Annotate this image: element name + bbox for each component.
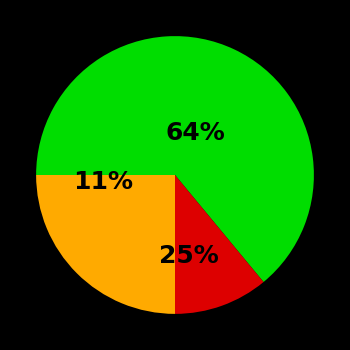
Text: 64%: 64% [166, 121, 226, 145]
Text: 25%: 25% [159, 244, 219, 267]
Text: 11%: 11% [73, 170, 133, 194]
Wedge shape [36, 175, 175, 314]
Wedge shape [36, 36, 314, 282]
Wedge shape [175, 175, 264, 314]
